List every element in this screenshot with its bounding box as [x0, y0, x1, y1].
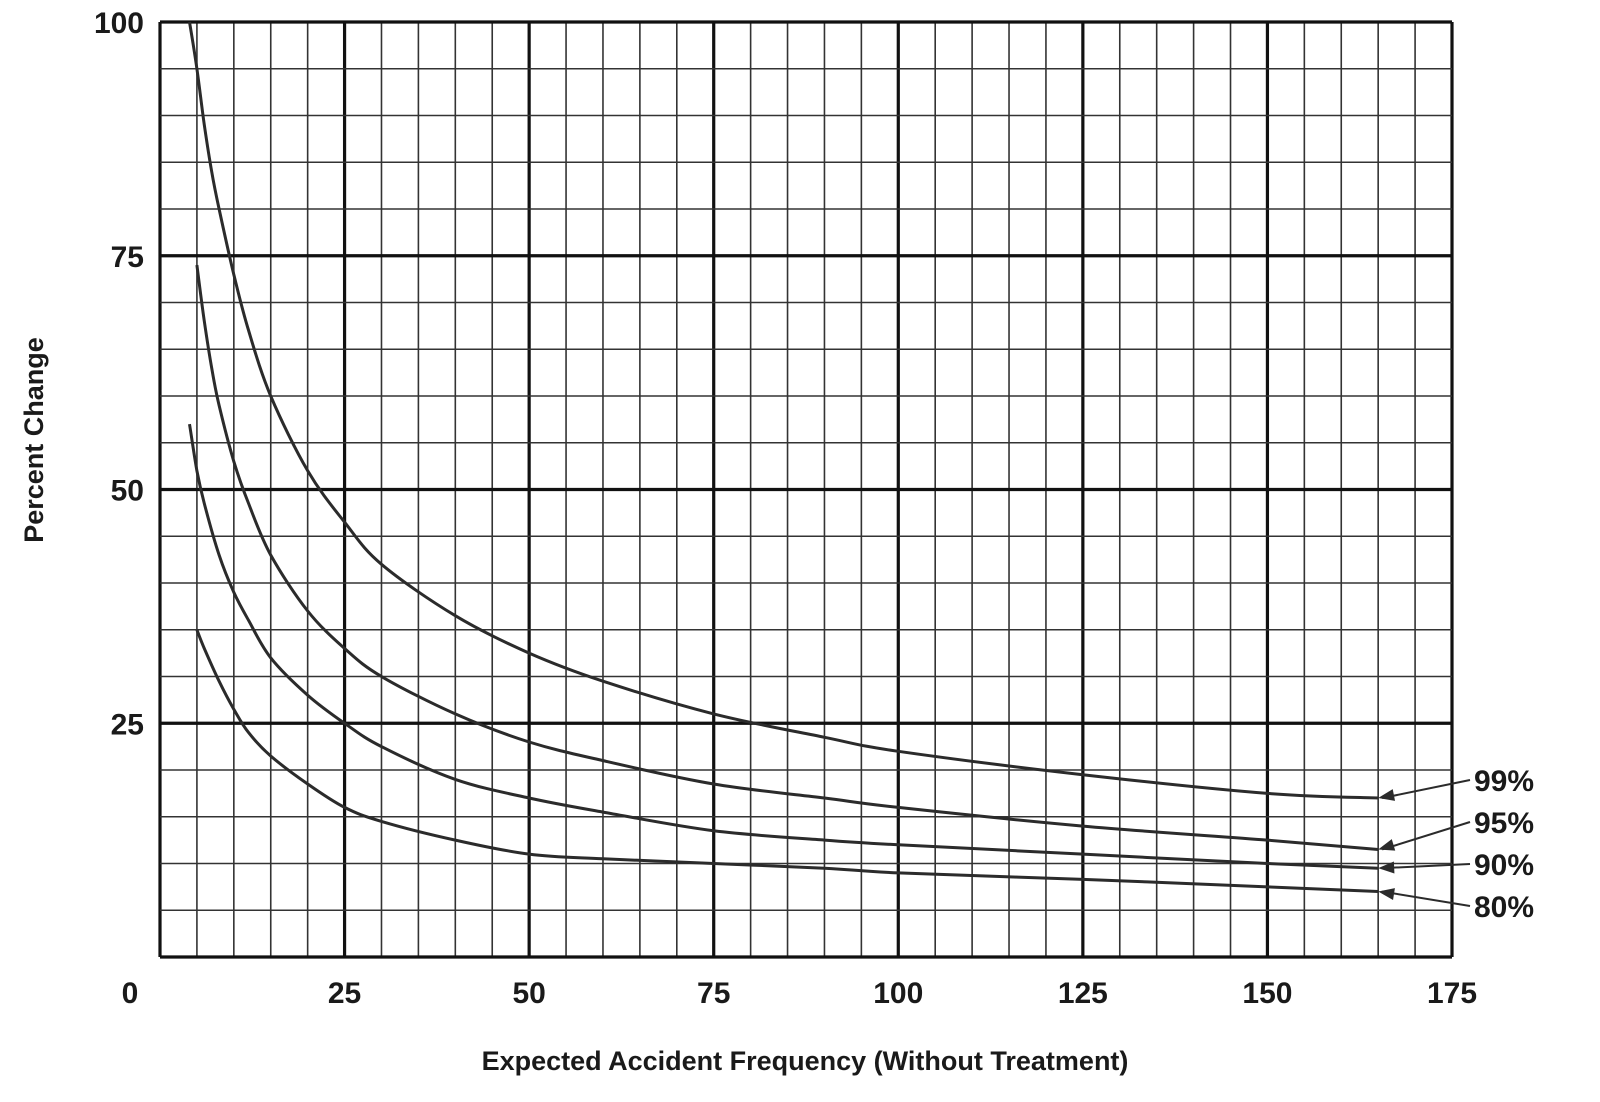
series-label: 99%	[1474, 765, 1534, 798]
x-axis-title: Expected Accident Frequency (Without Tre…	[482, 1046, 1129, 1076]
x-tick-label: 125	[1058, 977, 1108, 1010]
x-tick-label: 100	[873, 977, 923, 1010]
y-axis-title: Percent Change	[19, 337, 49, 543]
series-leader-line	[1382, 863, 1471, 870]
series-line	[188, 21, 1379, 800]
series-label: 90%	[1474, 849, 1534, 882]
grid	[158, 20, 1454, 959]
y-tick-label: 75	[111, 241, 144, 274]
series-line	[195, 629, 1379, 893]
series-leader-line	[1382, 890, 1471, 907]
y-tick-label: 50	[111, 475, 144, 508]
x-tick-label: 25	[328, 977, 361, 1010]
series-curves	[188, 21, 1379, 893]
series-arrowhead	[1378, 839, 1396, 851]
series-label: 95%	[1474, 807, 1534, 840]
series-labels: 99% 95% 90% 80%	[1474, 765, 1534, 924]
series-arrowhead	[1378, 789, 1396, 801]
x-tick-label: 175	[1427, 977, 1477, 1010]
x-tick-labels: 0 25 50 75 100 125 150 175	[122, 977, 1477, 1010]
series-leader-line	[1381, 821, 1471, 851]
series-arrowhead	[1378, 861, 1395, 874]
y-tick-label: 100	[94, 7, 144, 40]
y-tick-labels: 25 50 75 100	[94, 7, 144, 741]
x-tick-label: 75	[697, 977, 730, 1010]
series-leaders	[1378, 779, 1471, 907]
series-label: 80%	[1474, 891, 1534, 924]
series-line	[188, 423, 1379, 870]
x-tick-label: 50	[512, 977, 545, 1010]
series-leader-line	[1381, 779, 1471, 800]
y-tick-label: 25	[111, 708, 144, 741]
x-tick-label: 0	[122, 977, 139, 1010]
x-tick-label: 150	[1242, 977, 1292, 1010]
series-line	[195, 264, 1379, 851]
series-arrowhead	[1378, 888, 1395, 900]
